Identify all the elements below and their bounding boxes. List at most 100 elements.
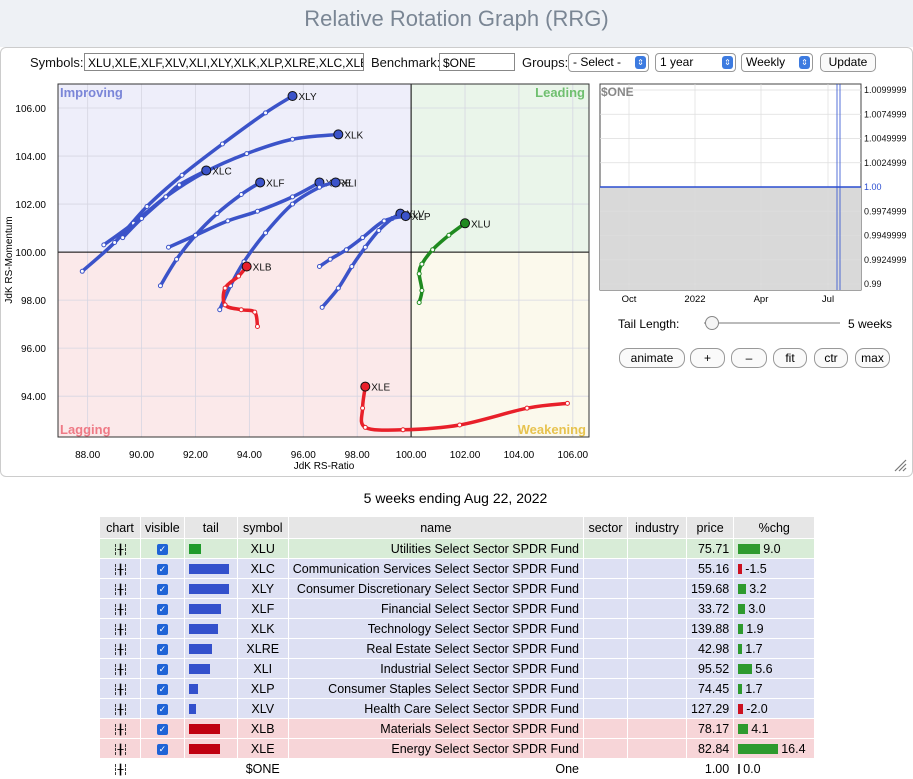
table-row[interactable]: ┆╂┆ ✓ XLV Health Care Select Sector SPDR Fu…	[99, 698, 816, 719]
center-button[interactable]: ctr	[814, 348, 848, 368]
sector-cell	[582, 638, 628, 659]
table-row[interactable]: ┆╂┆ ✓ XLP Consumer Staples Select Sector SP…	[99, 678, 816, 699]
chart-icon[interactable]: ┆╂┆	[99, 678, 141, 699]
resize-handle-icon[interactable]	[893, 458, 907, 472]
series-xlp[interactable]: XLP	[316, 211, 431, 270]
tail-point	[360, 235, 366, 241]
col-sector[interactable]: sector	[582, 516, 628, 539]
table-row[interactable]: ┆╂┆ ✓ XLY Consumer Discretionary Select Sec…	[99, 578, 816, 599]
tail-point	[419, 261, 425, 267]
x-tick-label: 96.00	[291, 450, 316, 461]
name-cell: Consumer Discretionary Select Sector SPD…	[287, 578, 584, 599]
chart-icon[interactable]: ┆╂┆	[99, 618, 141, 639]
pct-change-cell: 4.1	[733, 718, 816, 739]
pct-change-value: 16.4	[781, 741, 806, 756]
chart-icon[interactable]: ┆╂┆	[99, 718, 141, 739]
tail-length-slider[interactable]	[705, 316, 719, 330]
frequency-select[interactable]: Weekly ⇕	[741, 53, 813, 72]
visible-checkbox[interactable]: ✓	[140, 538, 185, 559]
tail-point	[430, 247, 436, 253]
chart-icon[interactable]: ┆╂┆	[99, 738, 141, 759]
visible-checkbox[interactable]: ✓	[140, 578, 185, 599]
head-point[interactable]	[287, 91, 298, 102]
head-point[interactable]	[333, 129, 344, 140]
price-cell: 78.17	[685, 718, 735, 739]
industry-cell	[626, 758, 687, 779]
tail-point	[112, 239, 118, 245]
series-xle[interactable]: XLE	[359, 381, 570, 433]
series-xly[interactable]: XLY	[79, 91, 317, 274]
col-symbol[interactable]: symbol	[236, 516, 289, 539]
pct-change-value: 4.1	[751, 721, 769, 736]
tail-bar	[188, 684, 198, 695]
col-chart[interactable]: chart	[99, 516, 141, 539]
update-button[interactable]: Update	[820, 53, 876, 72]
chart-icon[interactable]: ┆╂┆	[99, 658, 141, 679]
head-point[interactable]	[400, 211, 411, 222]
visible-checkbox[interactable]: ✓	[140, 558, 185, 579]
table-row[interactable]: ┆╂┆ ✓ XLC Communication Services Select Sec…	[99, 558, 816, 579]
pct-change-value: 1.7	[745, 681, 763, 696]
pct-change-cell: 1.7	[733, 638, 816, 659]
head-point[interactable]	[460, 218, 471, 229]
max-button[interactable]: max	[855, 348, 890, 368]
chart-icon[interactable]: ┆╂┆	[99, 558, 141, 579]
visible-checkbox[interactable]: ✓	[140, 638, 185, 659]
y-tick-label: 102.00	[15, 200, 46, 211]
col-tail[interactable]: tail	[183, 516, 238, 539]
sector-cell	[582, 758, 628, 779]
col-industry[interactable]: industry	[626, 516, 687, 539]
visible-checkbox[interactable]: ✓	[140, 658, 185, 679]
y-tick-label: 100.00	[15, 248, 46, 259]
head-point[interactable]	[330, 177, 341, 188]
head-point[interactable]	[255, 177, 266, 188]
groups-select[interactable]: - Select - ⇕	[568, 53, 649, 72]
visible-checkbox[interactable]: ✓	[140, 698, 185, 719]
series-xlb[interactable]: XLB	[221, 261, 272, 330]
zoom-in-button[interactable]: +	[690, 348, 725, 368]
visible-checkbox[interactable]: ✓	[140, 738, 185, 759]
table-row[interactable]: ┆╂┆ ✓ XLF Financial Select Sector SPDR Fund…	[99, 598, 816, 619]
col-name[interactable]: name	[287, 516, 584, 539]
table-row[interactable]: ┆╂┆ ✓ XLB Materials Select Sector SPDR Fund…	[99, 718, 816, 739]
table-row[interactable]: ┆╂┆ ✓ XLK Technology Select Sector SPDR Fun…	[99, 618, 816, 639]
head-point[interactable]	[360, 381, 371, 392]
animate-button[interactable]: animate	[619, 348, 685, 368]
table-row[interactable]: ┆╂┆ ✓ XLI Industrial Select Sector SPDR Fun…	[99, 658, 816, 679]
tail-length-track[interactable]	[704, 322, 840, 324]
visible-checkbox[interactable]	[140, 758, 185, 779]
series-xlc[interactable]: XLC	[120, 165, 232, 241]
tail-point	[335, 285, 341, 291]
visible-checkbox[interactable]: ✓	[140, 718, 185, 739]
tail-bar	[188, 724, 220, 735]
chart-icon[interactable]: ┆╂┆	[99, 578, 141, 599]
fit-button[interactable]: fit	[773, 348, 807, 368]
head-point[interactable]	[241, 261, 252, 272]
table-row[interactable]: ┆╂┆ ✓ XLRE Real Estate Select Sector SPDR F…	[99, 638, 816, 659]
y-tick-label: 94.00	[21, 392, 46, 403]
tail-point	[362, 424, 368, 430]
visible-checkbox[interactable]: ✓	[140, 618, 185, 639]
chart-icon[interactable]: ┆╂┆	[99, 638, 141, 659]
chart-icon[interactable]: ┆╂┆	[99, 698, 141, 719]
chart-icon[interactable]: ┆╂┆	[99, 538, 141, 559]
table-row[interactable]: ┆╂┆ ✓ XLU Utilities Select Sector SPDR Fund…	[99, 538, 816, 559]
visible-checkbox[interactable]: ✓	[140, 598, 185, 619]
y-tick-label: 96.00	[21, 344, 46, 355]
chart-icon[interactable]: ┆╂┆	[99, 598, 141, 619]
chart-icon[interactable]: ┆╂┆	[99, 758, 141, 779]
col-price[interactable]: price	[685, 516, 735, 539]
table-row[interactable]: ┆╂┆ $ONE One 1.00 0.0	[99, 758, 816, 779]
symbols-input[interactable]: XLU,XLE,XLF,XLV,XLI,XLY,XLK,XLP,XLRE,XLC…	[84, 53, 364, 71]
tail-bar	[188, 564, 229, 575]
head-point[interactable]	[201, 165, 212, 176]
series-xlu[interactable]: XLU	[416, 218, 490, 306]
col-pct-change[interactable]: %chg	[733, 516, 816, 539]
table-header-row: chart visible tail symbol name sector in…	[99, 516, 816, 539]
zoom-out-button[interactable]: –	[731, 348, 767, 368]
benchmark-input[interactable]: $ONE	[439, 53, 515, 71]
visible-checkbox[interactable]: ✓	[140, 678, 185, 699]
col-visible[interactable]: visible	[140, 516, 185, 539]
period-select[interactable]: 1 year ⇕	[655, 53, 736, 72]
table-row[interactable]: ┆╂┆ ✓ XLE Energy Select Sector SPDR Fund 82.…	[99, 738, 816, 759]
